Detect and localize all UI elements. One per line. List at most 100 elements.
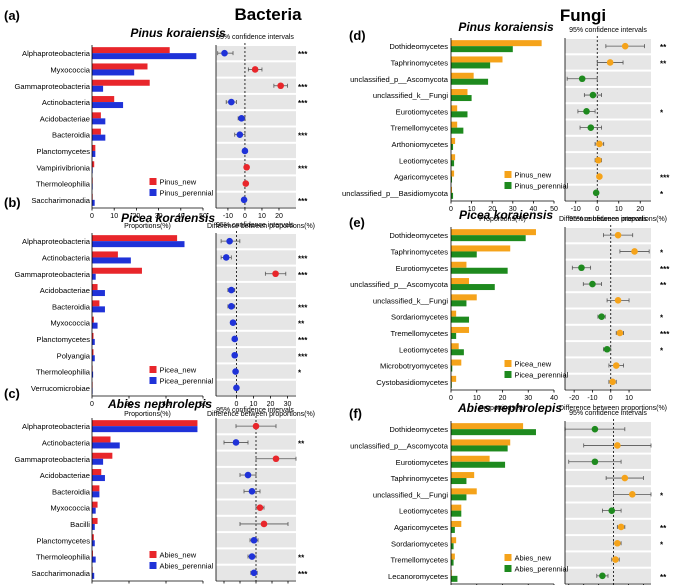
category-label: Tremellomycetes bbox=[390, 556, 448, 565]
bar-perennial bbox=[451, 284, 495, 291]
row-stripe bbox=[565, 309, 651, 324]
significance-mark: *** bbox=[298, 352, 308, 361]
diff-point bbox=[614, 231, 622, 239]
bar-perennial bbox=[451, 478, 467, 485]
bar-tick-label: 30 bbox=[524, 395, 532, 402]
diff-point bbox=[222, 254, 230, 261]
diff-tick-label: 10 bbox=[258, 213, 266, 220]
significance-mark: * bbox=[660, 346, 664, 355]
significance-mark: ** bbox=[660, 43, 667, 52]
category-label: Thermoleophilia bbox=[36, 553, 91, 562]
bar-new bbox=[92, 436, 111, 443]
significance-mark: *** bbox=[298, 254, 308, 263]
row-stripe bbox=[216, 46, 296, 61]
bar-tick-label: 0 bbox=[90, 213, 94, 220]
bar-perennial bbox=[92, 290, 105, 297]
bar-perennial bbox=[451, 494, 467, 501]
diff-tick-label: 10 bbox=[625, 395, 633, 402]
bar-perennial bbox=[92, 257, 131, 264]
category-label: Eurotiomycetes bbox=[396, 264, 449, 273]
bar-perennial bbox=[92, 458, 104, 465]
bar-new bbox=[451, 520, 462, 527]
species-title: Abies nephrolepis bbox=[457, 401, 562, 415]
legend-label-new: Picea_new bbox=[160, 366, 197, 375]
panel-f: (f) Abies nephrolepis 95% confidence inter… bbox=[349, 401, 667, 585]
diff-point bbox=[231, 335, 239, 343]
diff-point bbox=[592, 189, 600, 197]
category-label: Acidobacteriae bbox=[40, 286, 90, 295]
bar-new bbox=[451, 72, 474, 79]
bar-tick-label: 30 bbox=[509, 206, 517, 213]
bacteria-column-title: Bacteria bbox=[234, 5, 302, 24]
category-label: Myxococcia bbox=[50, 65, 90, 74]
category-label: Myxococcia bbox=[50, 319, 90, 328]
bar-new bbox=[92, 267, 142, 274]
bar-new bbox=[92, 485, 100, 492]
category-label: Actinobacteria bbox=[42, 98, 91, 107]
species-title: Pinus koraiensis bbox=[458, 20, 554, 34]
legend-swatch-perennial bbox=[504, 182, 512, 189]
row-stripe bbox=[565, 487, 651, 502]
bar-new bbox=[451, 439, 511, 446]
category-label: Gammaproteobacteria bbox=[14, 82, 90, 91]
legend-label-new: Picea_new bbox=[515, 360, 552, 369]
row-stripe bbox=[565, 552, 651, 567]
diff-point bbox=[606, 59, 614, 66]
diff-point bbox=[229, 319, 237, 326]
diff-point bbox=[583, 108, 590, 115]
diff-point bbox=[272, 270, 279, 278]
category-label: Bacteroidia bbox=[52, 487, 91, 496]
diff-point bbox=[250, 536, 258, 544]
diff-tick-label: 10 bbox=[615, 206, 623, 213]
row-stripe bbox=[565, 120, 651, 135]
bar-new bbox=[451, 105, 458, 112]
category-label: unclassified_k__Fungi bbox=[373, 296, 448, 305]
bar-perennial bbox=[92, 241, 185, 248]
legend-swatch-perennial bbox=[149, 562, 157, 569]
category-label: Polyangia bbox=[57, 351, 91, 360]
significance-mark: * bbox=[660, 491, 664, 500]
bar-new bbox=[92, 235, 178, 242]
diff-point bbox=[228, 303, 235, 310]
diff-point bbox=[578, 264, 585, 272]
diff-tick-label: 0 bbox=[243, 213, 247, 220]
category-label: Saccharimonadia bbox=[31, 569, 90, 578]
bar-tick-label: 20 bbox=[125, 401, 133, 408]
row-stripe bbox=[216, 331, 296, 347]
diff-point bbox=[578, 75, 586, 83]
legend-swatch-perennial bbox=[504, 371, 512, 378]
row-stripe bbox=[565, 244, 651, 259]
row-stripe bbox=[216, 127, 296, 142]
significance-mark: * bbox=[660, 314, 664, 323]
diff-tick-label: 0 bbox=[595, 206, 599, 213]
legend-swatch-perennial bbox=[504, 565, 512, 572]
bar-tick-label: 20 bbox=[499, 395, 507, 402]
bar-new bbox=[92, 128, 101, 135]
significance-mark: * bbox=[298, 369, 302, 378]
category-label: Planctomycetes bbox=[36, 335, 90, 344]
category-label: Sordariomycetes bbox=[391, 539, 448, 548]
category-label: Sordariomycetes bbox=[391, 313, 448, 322]
diff-point bbox=[232, 368, 239, 375]
proportions-axis-label: Proportions(%) bbox=[124, 223, 171, 230]
legend-swatch-perennial bbox=[149, 377, 157, 384]
diff-point bbox=[596, 140, 603, 148]
row-stripe bbox=[216, 160, 296, 175]
category-label: unclassified_k__Fungi bbox=[373, 490, 448, 499]
bar-perennial bbox=[92, 475, 105, 482]
significance-mark: *** bbox=[298, 197, 308, 206]
panel-label: (a) bbox=[4, 8, 20, 23]
significance-mark: ** bbox=[660, 524, 667, 533]
bar-new bbox=[451, 343, 459, 350]
row-stripe bbox=[216, 143, 296, 159]
significance-mark: *** bbox=[298, 83, 308, 92]
bar-tick-label: 10 bbox=[110, 213, 118, 220]
category-label: unclassified_p__Ascomycota bbox=[350, 280, 449, 289]
significance-mark: * bbox=[660, 108, 664, 117]
row-stripe bbox=[565, 136, 651, 152]
row-stripe bbox=[216, 435, 296, 450]
bar-perennial bbox=[92, 85, 104, 92]
bar-tick-label: 20 bbox=[133, 213, 141, 220]
